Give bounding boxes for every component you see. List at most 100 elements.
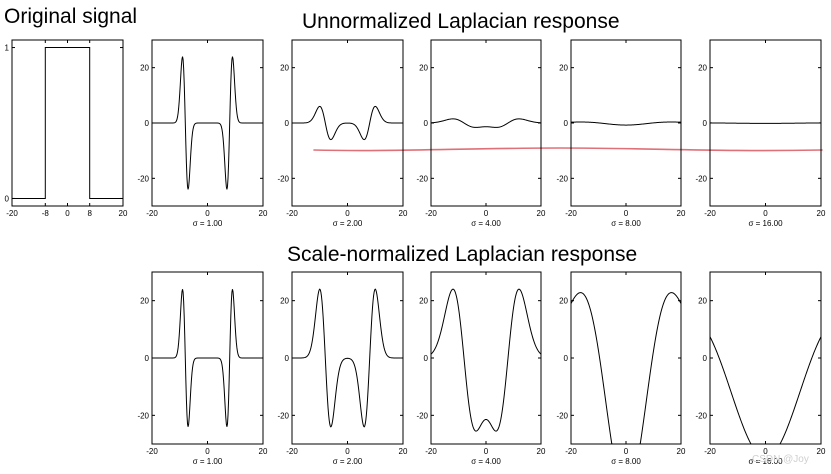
- response-curve: [152, 56, 263, 190]
- sigma-label: σ = 4.00: [471, 457, 501, 466]
- x-tick-label: 20: [119, 209, 128, 218]
- axes-frame: [430, 271, 542, 445]
- x-tick-label: 0: [763, 209, 768, 218]
- x-tick-label: 20: [399, 209, 408, 218]
- y-tick-label: -20: [695, 411, 707, 420]
- y-tick-label: 20: [140, 297, 149, 306]
- y-tick-label: 20: [559, 297, 568, 306]
- x-tick-label: 0: [624, 209, 629, 218]
- chart-unnorm-16: -20 0 20 -20 0 20 σ = 16.00: [695, 39, 826, 228]
- x-tick-label: 20: [677, 447, 686, 456]
- axes-frame: [11, 39, 124, 207]
- y-tick-label: -20: [556, 174, 568, 183]
- y-tick-label: -20: [416, 411, 428, 420]
- y-tick-label: 20: [698, 64, 707, 73]
- normalized-heading: Scale-normalized Laplacian response: [287, 243, 638, 266]
- sigma-label: σ = 16.00: [748, 457, 783, 466]
- axes-frame: [570, 39, 682, 207]
- y-tick-label: 0: [703, 119, 708, 128]
- response-curve: [570, 292, 682, 445]
- x-tick-label: 0: [484, 447, 489, 456]
- x-tick-label: 20: [259, 209, 268, 218]
- chart-norm-16: -20 0 20 -20 0 20 σ = 16.00: [695, 271, 826, 466]
- y-tick-label: 0: [564, 119, 569, 128]
- axes-frame: [430, 39, 542, 207]
- x-tick-label: 20: [817, 447, 826, 456]
- y-tick-label: 0: [564, 354, 569, 363]
- y-tick-label: 0: [5, 194, 10, 203]
- y-tick-label: 20: [280, 297, 289, 306]
- x-tick-label: -20: [146, 209, 158, 218]
- x-tick-label: -20: [425, 209, 437, 218]
- chart-norm-8: -20 0 20 -20 0 20 σ = 8.00: [556, 271, 686, 466]
- x-tick-label: -20: [286, 209, 298, 218]
- x-tick-label: 0: [345, 209, 350, 218]
- x-tick-label: -20: [704, 209, 716, 218]
- y-tick-label: 0: [424, 119, 429, 128]
- x-tick-label: 20: [677, 209, 686, 218]
- sigma-label: σ = 4.00: [471, 219, 501, 228]
- chart-norm-4: -20 0 20 -20 0 20 σ = 4.00: [416, 271, 546, 466]
- x-tick-label: -20: [286, 447, 298, 456]
- y-tick-label: -20: [416, 174, 428, 183]
- response-curve: [570, 121, 682, 126]
- y-tick-label: 20: [140, 64, 149, 73]
- sigma-label: σ = 2.00: [333, 457, 363, 466]
- y-tick-label: 20: [698, 297, 707, 306]
- sigma-label: σ = 8.00: [611, 219, 641, 228]
- y-tick-label: -20: [277, 411, 289, 420]
- watermark: CSDN @Joy: [752, 454, 809, 465]
- x-tick-label: -20: [565, 447, 577, 456]
- x-tick-label: -20: [146, 447, 158, 456]
- x-tick-label: 0: [65, 209, 70, 218]
- chart-unnorm-2: -20 0 20 -20 0 20 σ = 2.00: [277, 39, 408, 228]
- y-tick-label: -20: [556, 411, 568, 420]
- chart-unnorm-1: -20 0 20 -20 0 20 σ = 1.00: [137, 39, 268, 228]
- y-tick-label: 0: [703, 354, 708, 363]
- x-tick-label: 0: [624, 447, 629, 456]
- y-tick-label: -20: [695, 174, 707, 183]
- sigma-label: σ = 2.00: [333, 219, 363, 228]
- x-tick-label: 20: [537, 209, 546, 218]
- sigma-label: σ = 8.00: [611, 457, 641, 466]
- chart-norm-1: -20 0 20 -20 0 20 σ = 1.00: [137, 271, 268, 466]
- x-tick-label: 0: [205, 209, 210, 218]
- x-tick-label: 20: [259, 447, 268, 456]
- x-tick-label: -20: [6, 209, 18, 218]
- x-tick-label: 0: [345, 447, 350, 456]
- y-tick-label: -20: [137, 174, 149, 183]
- chart-original: -20 -8 0 8 20 0 1: [5, 39, 128, 218]
- x-tick-label: 0: [763, 447, 768, 456]
- sigma-label: σ = 1.00: [193, 219, 223, 228]
- y-tick-label: 0: [145, 354, 150, 363]
- x-tick-label: -20: [704, 447, 716, 456]
- response-curve: [430, 118, 542, 128]
- x-tick-label: 8: [87, 209, 92, 218]
- y-tick-label: 20: [419, 297, 428, 306]
- y-tick-label: 1: [5, 44, 10, 53]
- y-tick-label: 20: [419, 64, 428, 73]
- x-tick-label: 20: [399, 447, 408, 456]
- y-tick-label: 20: [559, 64, 568, 73]
- y-tick-label: 0: [285, 354, 290, 363]
- axes-frame: [570, 271, 682, 445]
- sigma-label: σ = 1.00: [193, 457, 223, 466]
- chart-unnorm-8: -20 0 20 -20 0 20 σ = 8.00: [556, 39, 686, 228]
- response-curve: [709, 336, 822, 445]
- chart-norm-2: -20 0 20 -20 0 20 σ = 2.00: [277, 271, 408, 466]
- sigma-label: σ = 16.00: [748, 219, 783, 228]
- response-curve: [292, 288, 403, 428]
- y-tick-label: -20: [137, 411, 149, 420]
- unnormalized-heading: Unnormalized Laplacian response: [302, 10, 620, 33]
- y-tick-label: 0: [424, 354, 429, 363]
- chart-unnorm-4: -20 0 20 -20 0 20 σ = 4.00: [416, 39, 546, 228]
- y-tick-label: 20: [280, 64, 289, 73]
- response-curve: [12, 47, 123, 199]
- x-tick-label: 0: [484, 209, 489, 218]
- y-tick-label: 0: [145, 119, 150, 128]
- x-tick-label: 20: [817, 209, 826, 218]
- x-tick-label: -20: [425, 447, 437, 456]
- x-tick-label: -8: [42, 209, 50, 218]
- original-signal-heading: Original signal: [4, 5, 138, 28]
